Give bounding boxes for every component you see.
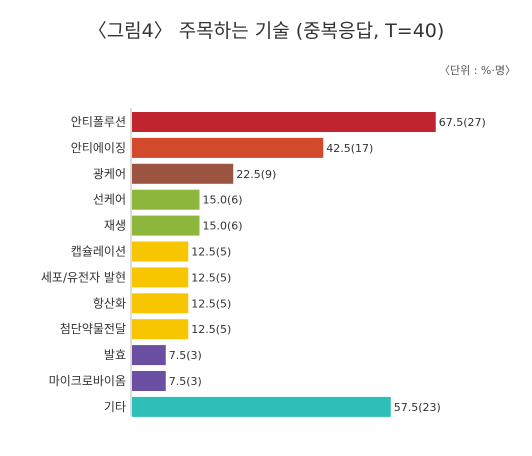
bar-9 <box>132 345 166 366</box>
category-label-4: 재생 <box>104 219 126 233</box>
bar-5 <box>132 241 189 262</box>
unit-note: 〈단위 : %·명〉 <box>438 64 516 77</box>
category-label-11: 기타 <box>104 400 126 414</box>
category-label-2: 광케어 <box>93 167 126 181</box>
bar-0 <box>132 112 436 132</box>
data-label-8: 12.5(5) <box>191 323 231 336</box>
bar-1 <box>132 137 324 158</box>
category-label-1: 안티에이징 <box>71 141 126 155</box>
data-label-9: 7.5(3) <box>169 349 202 362</box>
category-label-6: 세포/유전자 발현 <box>41 270 126 284</box>
bar-6 <box>132 267 189 288</box>
data-label-1: 42.5(17) <box>326 142 373 155</box>
bar-4 <box>132 215 200 236</box>
chart-title: 〈그림4〉 주목하는 기술 (중복응답, T=40) <box>87 20 445 42</box>
bar-2 <box>132 163 234 184</box>
bar-10 <box>132 371 166 391</box>
data-label-0: 67.5(27) <box>439 116 486 129</box>
category-label-10: 마이크로바이옴 <box>49 374 126 388</box>
data-label-7: 12.5(5) <box>191 297 231 310</box>
bar-11 <box>132 396 391 417</box>
data-label-5: 12.5(5) <box>191 246 231 259</box>
category-label-7: 항산화 <box>93 296 126 310</box>
category-label-5: 캡슐레이션 <box>71 245 126 259</box>
category-label-9: 발효 <box>104 348 126 362</box>
category-label-8: 첨단약물전달 <box>60 321 126 336</box>
category-label-3: 선케어 <box>93 193 126 207</box>
data-label-10: 7.5(3) <box>169 375 202 388</box>
category-label-0: 안티폴루션 <box>71 115 126 129</box>
data-label-2: 22.5(9) <box>236 168 276 181</box>
data-label-6: 12.5(5) <box>191 271 231 284</box>
bar-7 <box>132 293 189 314</box>
data-label-3: 15.0(6) <box>203 194 243 207</box>
bar-8 <box>132 319 189 340</box>
data-label-11: 57.5(23) <box>394 401 441 414</box>
bar-3 <box>132 189 200 210</box>
data-label-4: 15.0(6) <box>203 220 243 233</box>
